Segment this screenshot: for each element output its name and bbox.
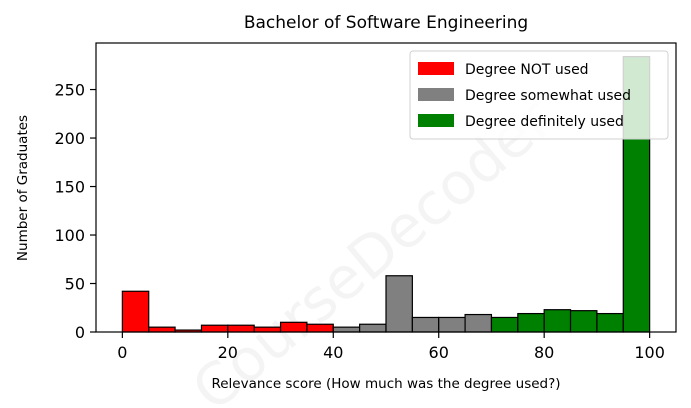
legend: Degree NOT used Degree somewhat used Degre… [409,50,669,140]
bar-2-1 [332,326,361,333]
legend-label-3: Degree definitely used [465,114,624,130]
legend-swatch-1 [418,62,454,75]
bar-1-5 [227,324,255,333]
x-tick-label: 100 [634,343,665,362]
bar-3-3 [543,309,572,333]
legend-label-2: Degree somewhat used [465,88,631,104]
y-tick-label: 150 [54,178,85,197]
bar-2-4 [411,316,440,333]
bar-3-5 [596,312,624,333]
y-tick-label: 250 [54,81,85,100]
bar-1-6 [253,326,282,333]
bar-1-8 [306,323,334,333]
bar-2-2 [359,323,387,333]
bars-group [121,55,651,333]
bar-1-4 [200,324,229,333]
legend-swatch-2 [418,88,454,101]
plot-area-frame [95,42,677,333]
x-tick-label: 40 [323,343,343,362]
y-axis-ticks: 0 50 100 150 200 250 [54,81,96,342]
x-tick-label: 60 [429,343,449,362]
bar-3-1 [490,316,519,333]
bar-1-2 [148,326,176,333]
x-axis-ticks: 0 20 40 60 80 100 [117,332,665,362]
legend-swatch-3 [418,114,454,127]
chart-title: Bachelor of Software Engineering [244,13,528,33]
legend-box [409,50,669,140]
y-tick-label: 200 [54,129,85,148]
x-tick-label: 20 [218,343,238,362]
bar-1-1 [121,290,150,333]
bar-3-4 [569,310,598,333]
bar-2-3 [385,275,413,333]
legend-label-1: Degree NOT used [465,62,589,78]
bar-2-5 [438,316,466,333]
x-tick-label: 80 [534,343,554,362]
y-axis-label: Number of Graduates [15,115,31,261]
y-tick-label: 100 [54,226,85,245]
y-tick-label: 0 [75,323,85,342]
x-axis-label: Relevance score (How much was the degree… [211,376,560,392]
bar-1-7 [279,321,308,333]
bar-2-6 [464,313,493,333]
bar-3-2 [517,312,545,333]
x-tick-label: 0 [117,343,127,362]
y-tick-label: 50 [65,275,85,294]
